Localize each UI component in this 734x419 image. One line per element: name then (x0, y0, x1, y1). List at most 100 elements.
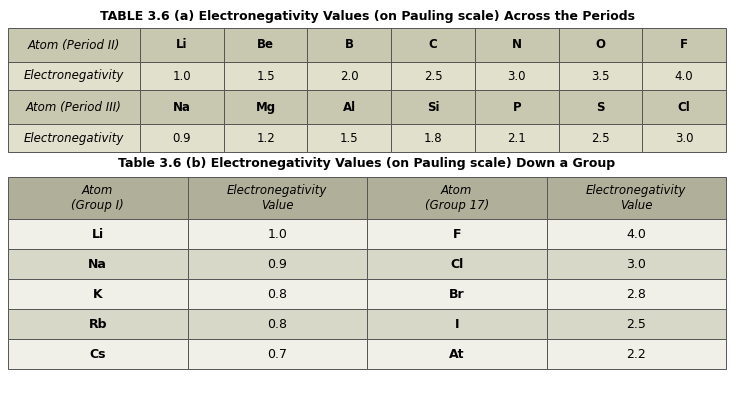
Bar (8, 90, 140, 124)
Text: N: N (512, 39, 522, 52)
Bar (140, 90, 224, 124)
Bar (391, 90, 475, 124)
Text: 1.5: 1.5 (340, 132, 359, 145)
Text: 2.5: 2.5 (591, 132, 610, 145)
Bar (559, 90, 642, 124)
Text: 3.0: 3.0 (626, 258, 646, 271)
Bar (187, 177, 367, 219)
Text: 2.1: 2.1 (507, 132, 526, 145)
Text: Be: Be (257, 39, 274, 52)
Text: O: O (595, 39, 606, 52)
Bar (367, 219, 547, 249)
Bar (224, 28, 308, 62)
Bar (367, 279, 547, 309)
Text: 2.5: 2.5 (626, 318, 646, 331)
Bar (8, 339, 187, 369)
Bar (224, 124, 308, 152)
Text: 1.0: 1.0 (267, 228, 287, 241)
Text: Atom
(Group 17): Atom (Group 17) (425, 184, 489, 212)
Text: P: P (512, 101, 521, 114)
Bar (8, 28, 140, 62)
Text: 1.8: 1.8 (424, 132, 443, 145)
Bar (140, 124, 224, 152)
Bar (8, 177, 187, 219)
Bar (547, 177, 726, 219)
Bar (8, 279, 187, 309)
Text: 3.0: 3.0 (507, 70, 526, 83)
Bar (8, 219, 187, 249)
Bar (224, 62, 308, 90)
Bar (547, 219, 726, 249)
Bar (187, 309, 367, 339)
Text: 0.9: 0.9 (267, 258, 287, 271)
Text: Atom (Period III): Atom (Period III) (26, 101, 122, 114)
Text: Mg: Mg (255, 101, 276, 114)
Bar (187, 249, 367, 279)
Bar (140, 28, 224, 62)
Bar (559, 124, 642, 152)
Bar (187, 219, 367, 249)
Text: Cl: Cl (450, 258, 463, 271)
Text: S: S (596, 101, 605, 114)
Bar (475, 124, 559, 152)
Bar (8, 309, 187, 339)
Bar (367, 339, 547, 369)
Text: Na: Na (88, 258, 107, 271)
Text: 0.8: 0.8 (267, 318, 287, 331)
Text: F: F (680, 39, 688, 52)
Text: Atom
(Group I): Atom (Group I) (71, 184, 124, 212)
Text: Electronegativity: Electronegativity (23, 70, 124, 83)
Text: 2.8: 2.8 (626, 287, 646, 300)
Bar (642, 62, 726, 90)
Bar (8, 62, 140, 90)
Bar (308, 124, 391, 152)
Bar (308, 28, 391, 62)
Bar (547, 249, 726, 279)
Text: Br: Br (449, 287, 465, 300)
Text: Si: Si (426, 101, 439, 114)
Bar (8, 249, 187, 279)
Bar (8, 124, 140, 152)
Text: Li: Li (176, 39, 188, 52)
Text: K: K (93, 287, 103, 300)
Text: Al: Al (343, 101, 356, 114)
Text: 1.0: 1.0 (172, 70, 191, 83)
Bar (547, 309, 726, 339)
Text: Atom (Period II): Atom (Period II) (28, 39, 120, 52)
Text: 0.7: 0.7 (267, 347, 287, 360)
Text: F: F (452, 228, 461, 241)
Bar (547, 279, 726, 309)
Text: 1.2: 1.2 (256, 132, 275, 145)
Text: C: C (429, 39, 437, 52)
Text: 0.9: 0.9 (172, 132, 191, 145)
Bar (187, 339, 367, 369)
Bar (391, 124, 475, 152)
Bar (367, 249, 547, 279)
Bar (559, 62, 642, 90)
Bar (642, 124, 726, 152)
Bar (475, 28, 559, 62)
Text: 2.0: 2.0 (340, 70, 359, 83)
Bar (391, 62, 475, 90)
Bar (308, 90, 391, 124)
Bar (367, 309, 547, 339)
Text: 0.8: 0.8 (267, 287, 287, 300)
Bar (559, 28, 642, 62)
Text: Electronegativity: Electronegativity (23, 132, 124, 145)
Bar (187, 279, 367, 309)
Bar (391, 28, 475, 62)
Bar (367, 177, 547, 219)
Text: 4.0: 4.0 (675, 70, 694, 83)
Text: 4.0: 4.0 (626, 228, 646, 241)
Bar (140, 62, 224, 90)
Bar (642, 90, 726, 124)
Text: Electronegativity
Value: Electronegativity Value (227, 184, 327, 212)
Bar (475, 62, 559, 90)
Text: B: B (345, 39, 354, 52)
Bar (224, 90, 308, 124)
Text: 3.5: 3.5 (591, 70, 610, 83)
Text: Electronegativity
Value: Electronegativity Value (586, 184, 686, 212)
Text: Cs: Cs (90, 347, 106, 360)
Text: At: At (449, 347, 465, 360)
Text: I: I (454, 318, 459, 331)
